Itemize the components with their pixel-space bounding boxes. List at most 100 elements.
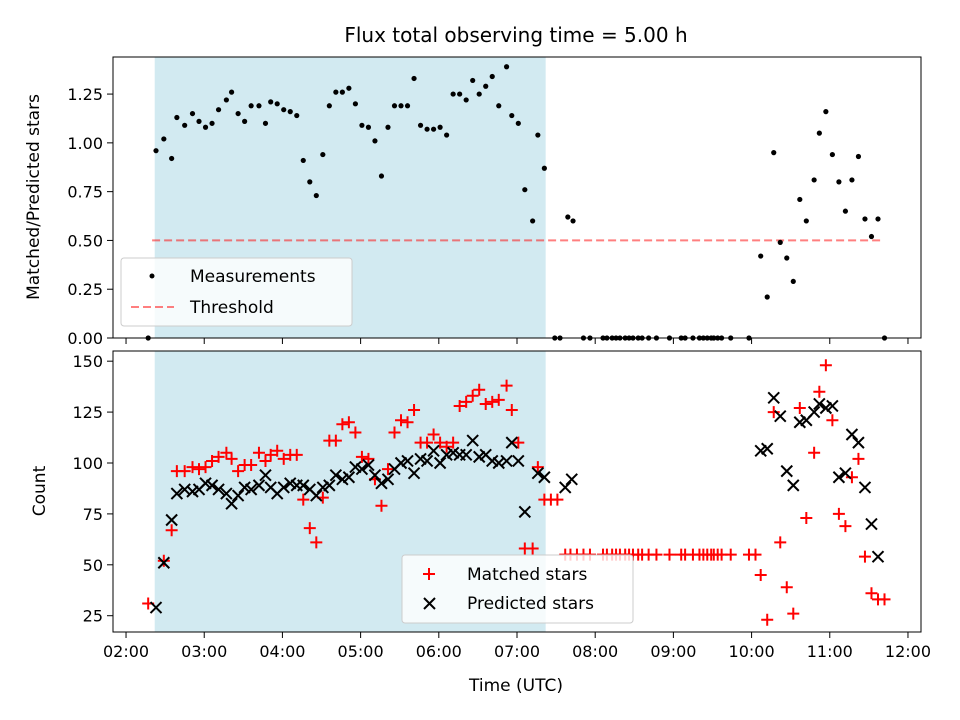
bottom-y-tick-label: 150 bbox=[72, 352, 103, 371]
matched-star-point bbox=[453, 399, 466, 412]
top-y-ticks: 0.00 0.25 0.50 0.75 1.00 1.25 bbox=[67, 85, 113, 348]
matched-star-point bbox=[401, 416, 414, 429]
measurement-point bbox=[489, 73, 495, 80]
measurement-point bbox=[256, 103, 262, 109]
predicted-star-point bbox=[252, 479, 266, 492]
measurement-point bbox=[202, 124, 209, 130]
measurement-point bbox=[522, 187, 528, 193]
matched-star-point bbox=[336, 418, 349, 431]
predicted-star-point bbox=[807, 405, 821, 419]
measurement-point bbox=[262, 120, 269, 126]
measurement-point bbox=[248, 103, 254, 109]
predicted-star-point bbox=[531, 466, 545, 480]
measurement-point bbox=[411, 75, 417, 82]
measurement-point bbox=[274, 101, 280, 107]
predicted-star-point bbox=[767, 391, 780, 405]
measurement-point bbox=[764, 294, 770, 300]
measurement-point bbox=[242, 118, 248, 124]
matched-star-point bbox=[447, 436, 460, 449]
measurement-point bbox=[444, 132, 450, 138]
matched-star-point bbox=[375, 499, 388, 512]
predicted-star-point bbox=[826, 399, 839, 413]
matched-star-point bbox=[512, 436, 525, 449]
matched-star-point bbox=[165, 524, 178, 537]
measurement-point bbox=[235, 110, 241, 117]
matched-star-point bbox=[421, 436, 434, 449]
measurement-point bbox=[862, 216, 868, 222]
predicted-star-point bbox=[787, 479, 800, 492]
measurement-point bbox=[268, 99, 274, 105]
chart-title: Flux total observing time = 5.00 h bbox=[344, 23, 687, 47]
top-panel: 0.00 0.25 0.50 0.75 1.00 1.25 Matched/Predict… bbox=[24, 56, 922, 348]
bottom-y-ticks: 25 50 75 100 125 150 bbox=[72, 352, 113, 626]
matched-star-point bbox=[310, 536, 323, 549]
predicted-star-point bbox=[459, 448, 473, 462]
predicted-star-point bbox=[310, 489, 323, 502]
bottom-axes-frame bbox=[112, 350, 922, 633]
measurement-point bbox=[339, 89, 345, 95]
bottom-x-tick-label: 04:00 bbox=[259, 642, 305, 661]
legend-predicted-label: Predicted stars bbox=[467, 594, 594, 614]
measurement-point bbox=[161, 136, 167, 142]
measurement-point bbox=[437, 124, 443, 130]
bottom-x-tick-label: 07:00 bbox=[494, 642, 540, 661]
matched-star-point bbox=[440, 440, 453, 453]
measurement-point bbox=[535, 132, 541, 138]
matched-star-point bbox=[381, 463, 394, 476]
predicted-star-point bbox=[858, 481, 872, 494]
measurement-point bbox=[169, 155, 175, 162]
measurement-point bbox=[515, 120, 521, 126]
matched-star-point bbox=[865, 587, 878, 600]
predicted-star-point bbox=[774, 409, 787, 423]
matched-star-point bbox=[479, 397, 492, 410]
predicted-star-point bbox=[780, 464, 793, 478]
matched-star-point bbox=[663, 548, 676, 561]
predicted-star-point bbox=[225, 497, 238, 510]
bottom-x-tick-label: 12:00 bbox=[885, 642, 931, 661]
legend-predicted-marker bbox=[423, 597, 436, 610]
matched-star-point bbox=[355, 450, 368, 463]
measurement-point bbox=[463, 97, 469, 103]
predicted-star-point bbox=[375, 477, 388, 490]
measurement-point bbox=[758, 253, 764, 259]
measurement-point bbox=[398, 103, 404, 109]
measurement-point bbox=[868, 233, 875, 240]
measurement-point bbox=[196, 118, 202, 124]
matched-star-point bbox=[551, 493, 564, 506]
predicted-star-point bbox=[277, 481, 290, 494]
matched-star-point bbox=[526, 542, 539, 555]
measurement-point bbox=[333, 89, 339, 95]
measurement-point bbox=[346, 85, 352, 91]
top-axes-frame bbox=[112, 56, 922, 339]
bottom-legend-box bbox=[401, 554, 634, 624]
measurement-point bbox=[372, 138, 378, 144]
matched-star-point bbox=[531, 461, 544, 474]
top-y-tick-label: 1.25 bbox=[67, 85, 103, 104]
matched-star-point bbox=[252, 446, 265, 459]
matched-star-point bbox=[845, 471, 858, 484]
predicted-star-point bbox=[865, 517, 878, 531]
measurement-point bbox=[307, 179, 313, 185]
predicted-star-point bbox=[832, 471, 846, 484]
predicted-star-point bbox=[220, 487, 233, 500]
matched-star-point bbox=[839, 520, 852, 533]
top-y-axis-label: Matched/Predicted stars bbox=[24, 94, 44, 300]
predicted-star-point bbox=[505, 436, 518, 449]
matched-star-point bbox=[245, 459, 258, 472]
predicted-star-point bbox=[329, 469, 343, 482]
bottom-y-axis-label: Count bbox=[30, 465, 50, 516]
measurement-point bbox=[281, 107, 287, 113]
legend-matched-label: Matched stars bbox=[467, 565, 587, 585]
matched-star-point bbox=[362, 452, 375, 465]
bottom-legend: Matched stars Predicted stars bbox=[401, 554, 634, 624]
matched-star-point bbox=[329, 434, 342, 447]
matched-star-point bbox=[388, 426, 401, 439]
predicted-star-point bbox=[178, 483, 191, 496]
top-y-tick-label: 0.00 bbox=[67, 329, 103, 348]
matched-star-point bbox=[349, 426, 362, 439]
matched-star-point bbox=[290, 448, 303, 461]
matched-star-point bbox=[271, 444, 284, 457]
bottom-x-tick-label: 03:00 bbox=[181, 642, 227, 661]
predicted-star-point bbox=[165, 513, 178, 527]
predicted-star-point bbox=[538, 471, 551, 484]
